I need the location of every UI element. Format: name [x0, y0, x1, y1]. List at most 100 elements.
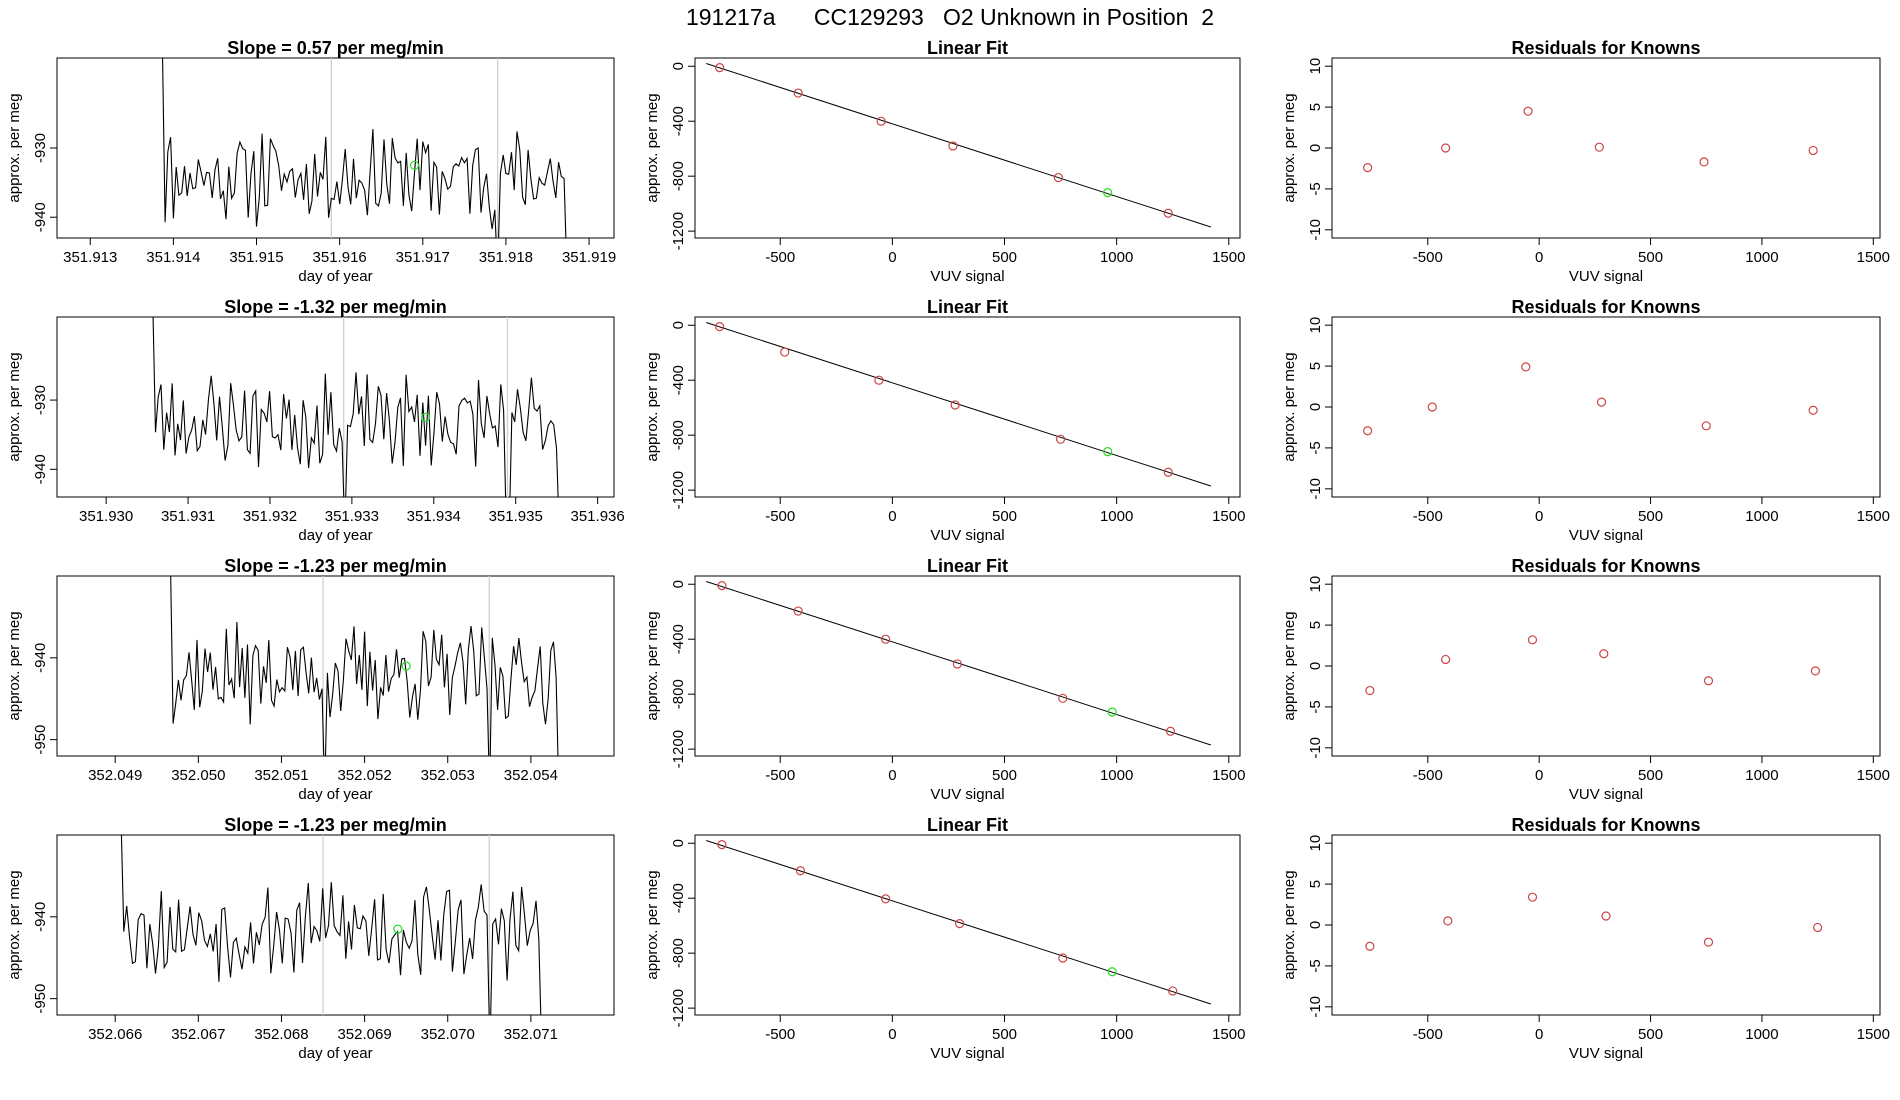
- panel-1-0-y-tick-label: 0: [670, 62, 687, 70]
- panel-2-3-x-tick-label: 1500: [1857, 1026, 1890, 1043]
- panel-1-0-y-tick-label: -400: [670, 106, 687, 136]
- panel-0-1-plot-frame: [56, 316, 615, 498]
- panel-0-3-y-tick-label: -950: [32, 984, 49, 1014]
- panel-1-3-known-point: [881, 894, 891, 904]
- panel-1-3-unknown-point: [1107, 967, 1117, 977]
- panel-0-3-series-line: [120, 835, 542, 1015]
- panel-0-3-x-tick-label: 352.068: [254, 1026, 308, 1043]
- panel-2-1-y-tick-label: -5: [1307, 441, 1324, 454]
- panel-1-1-known-point: [1055, 434, 1066, 444]
- panel-2-2-x-axis-label: VUV signal: [1569, 786, 1643, 803]
- panel-0-1-y-tick-label: -930: [32, 385, 49, 415]
- panel-1-1-y-tick-label: -1200: [670, 471, 687, 509]
- panel-2-3-y-tick-label: 5: [1307, 880, 1324, 888]
- panel-0-1-series-line: [152, 317, 559, 497]
- panel-1-1-known-point: [715, 322, 725, 332]
- panel-1-3-x-tick-label: 500: [992, 1026, 1017, 1043]
- panel-0-2-x-tick-label: 352.052: [337, 767, 391, 784]
- panel-1-1-known-point: [780, 347, 790, 357]
- panel-0-2-unknown-point: [401, 661, 411, 671]
- panel-2-2-y-tick-label: 5: [1307, 621, 1324, 629]
- panel-0-0-y-tick-label: -940: [32, 202, 49, 232]
- panel-2-2-known-point: [1441, 654, 1451, 665]
- panel-0-0-x-axis-label: day of year: [298, 268, 372, 285]
- panel-0-2-x-tick-label: 352.050: [171, 767, 225, 784]
- panel-2-1-known-point: [1521, 362, 1531, 372]
- panel-2-3-known-point: [1813, 922, 1823, 933]
- panel-1-3-y-tick-label: 0: [670, 839, 687, 847]
- panel-2-3-y-axis-label: approx. per meg: [1281, 870, 1298, 979]
- panel-2-1-y-tick-label: -10: [1307, 478, 1324, 500]
- panel-2-2-y-tick-label: 10: [1307, 576, 1324, 593]
- panel-2-2-y-tick-label: 0: [1307, 662, 1324, 670]
- panel-1-0-y-tick-label: -1200: [670, 212, 687, 250]
- panel-2-0-y-tick-label: -10: [1307, 219, 1324, 241]
- panel-2-0-y-tick-label: 10: [1307, 58, 1324, 75]
- panel-0-2-x-tick-label: 352.049: [88, 767, 142, 784]
- panel-1-2-unknown-point: [1107, 707, 1117, 717]
- panel-1-3-title: Linear Fit: [927, 815, 1008, 835]
- panel-2-1-x-tick-label: 500: [1638, 508, 1663, 525]
- panel-2-3-known-point: [1601, 911, 1611, 921]
- panel-2-0-x-tick-label: 500: [1638, 249, 1663, 266]
- panel-1-0-known-point: [1163, 208, 1173, 218]
- panel-2-0-known-point: [1808, 145, 1818, 156]
- panel-0-0-y-tick-label: -930: [32, 133, 49, 163]
- panel-1-2-known-point: [1165, 726, 1176, 736]
- panel-0-1-x-axis-label: day of year: [298, 527, 372, 544]
- panel-2-0-known-point: [1441, 143, 1451, 153]
- panel-0-0-x-tick-label: 351.919: [562, 249, 616, 266]
- panel-2-1-known-point: [1701, 421, 1711, 431]
- panel-0-2-data-layer: [170, 576, 559, 756]
- panel-2-3-data-layer: [1365, 892, 1823, 951]
- figure-title: 191217a CC129293 O2 Unknown in Position …: [0, 4, 1900, 31]
- panel-2-1-x-tick-label: 1000: [1745, 508, 1778, 525]
- panel-1-3-x-tick-label: 0: [888, 1026, 896, 1043]
- figure-description: O2 Unknown in Position 2: [942, 4, 1215, 30]
- panel-0-2-plot-frame: [56, 575, 615, 757]
- panel-1-0-known-point: [876, 116, 886, 126]
- panel-2-0-x-tick-label: 1500: [1857, 249, 1890, 266]
- panel-1-3-plot-frame: [694, 834, 1241, 1016]
- panel-0-1-unknown-point: [421, 412, 431, 422]
- panel-0-0-unknown-point: [409, 160, 420, 170]
- panel-2-3-x-tick-label: -500: [1413, 1026, 1443, 1043]
- panel-0-2-title: Slope = -1.23 per meg/min: [224, 556, 447, 576]
- panel-0-3-title: Slope = -1.23 per meg/min: [224, 815, 447, 835]
- panel-1-1-y-tick-label: -400: [670, 365, 687, 395]
- panel-2-2-x-tick-label: 1500: [1857, 767, 1890, 784]
- panel-0-1-data-layer: [152, 317, 559, 497]
- panel-1-3-fit-line: [706, 840, 1211, 1005]
- panel-1-1-x-axis-label: VUV signal: [930, 527, 1004, 544]
- panel-0-3-x-axis-label: day of year: [298, 1045, 372, 1062]
- panel-1-1-known-point: [874, 375, 884, 385]
- panel-1-2-title: Linear Fit: [927, 556, 1008, 576]
- panel-2-2-x-tick-label: 0: [1535, 767, 1543, 784]
- panel-2-0-title: Residuals for Knowns: [1511, 38, 1700, 58]
- panel-2-0-y-axis-label: approx. per meg: [1281, 93, 1298, 202]
- panel-1-1-x-tick-label: 1000: [1100, 508, 1133, 525]
- panel-0-3-x-tick-label: 352.071: [504, 1026, 558, 1043]
- panel-1-0-y-tick-label: -800: [670, 161, 687, 191]
- panel-2-3-known-point: [1703, 937, 1714, 947]
- panel-2-1-x-tick-label: 0: [1535, 508, 1543, 525]
- panel-0-3-y-tick-label: -940: [32, 902, 49, 932]
- panel-1-1-y-tick-label: 0: [670, 321, 687, 329]
- panel-2-1-y-tick-label: 5: [1307, 362, 1324, 370]
- panel-2-3-known-point: [1443, 916, 1453, 926]
- panel-2-0-x-tick-label: 1000: [1745, 249, 1778, 266]
- panel-0-3-x-tick-label: 352.070: [421, 1026, 475, 1043]
- panel-1-3-x-axis-label: VUV signal: [930, 1045, 1004, 1062]
- panel-0-3-x-tick-label: 352.067: [171, 1026, 225, 1043]
- panel-1-2-x-tick-label: 0: [888, 767, 896, 784]
- panel-0-2-x-tick-label: 352.054: [504, 767, 558, 784]
- panel-1-0-data-layer: [706, 63, 1211, 228]
- panel-2-1-known-point: [1363, 426, 1373, 436]
- panel-2-0-known-point: [1699, 157, 1709, 167]
- panel-0-3-x-tick-label: 352.066: [88, 1026, 142, 1043]
- panel-1-3-x-tick-label: -500: [765, 1026, 795, 1043]
- panel-0-1-x-tick-label: 351.935: [489, 508, 543, 525]
- panel-1-3-known-point: [1168, 986, 1178, 996]
- panel-1-3-y-tick-label: -800: [670, 938, 687, 968]
- panel-0-0-data-layer: [162, 58, 567, 238]
